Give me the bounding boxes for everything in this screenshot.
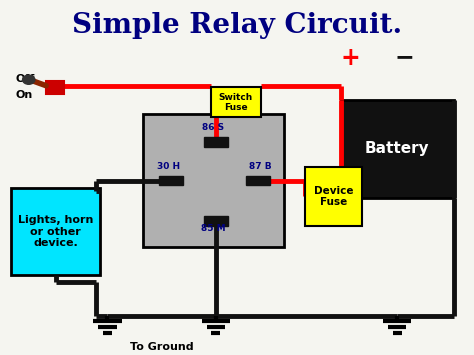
Bar	[159, 176, 183, 185]
Bar	[46, 81, 64, 94]
Bar	[143, 114, 284, 247]
Bar	[204, 137, 228, 147]
Text: 86 S: 86 S	[202, 123, 225, 132]
Text: 85 M: 85 M	[201, 224, 226, 234]
Text: To Ground: To Ground	[130, 343, 193, 353]
Text: 87 B: 87 B	[249, 162, 272, 171]
Text: Battery: Battery	[365, 141, 429, 157]
Bar	[305, 166, 362, 226]
Text: Switch
Fuse: Switch Fuse	[219, 93, 253, 112]
Bar	[11, 187, 100, 275]
Text: Simple Relay Circuit.: Simple Relay Circuit.	[72, 12, 402, 39]
Text: Off: Off	[16, 74, 35, 84]
Text: On: On	[16, 90, 33, 100]
Bar	[211, 87, 261, 117]
Text: 30 H: 30 H	[157, 162, 180, 171]
Text: +: +	[340, 45, 360, 70]
Text: Lights, horn
or other
device.: Lights, horn or other device.	[18, 215, 93, 248]
Text: Device
Fuse: Device Fuse	[314, 186, 353, 207]
Text: −: −	[394, 45, 414, 70]
Bar	[341, 100, 454, 198]
Circle shape	[23, 75, 35, 84]
Bar	[246, 176, 270, 185]
Bar	[204, 216, 228, 226]
